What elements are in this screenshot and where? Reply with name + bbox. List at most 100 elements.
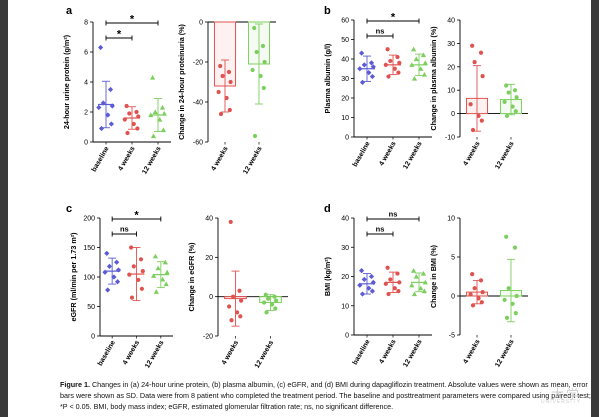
data-point bbox=[263, 292, 268, 297]
data-point bbox=[98, 125, 105, 132]
sig-label: * bbox=[391, 12, 396, 24]
data-point bbox=[161, 110, 167, 116]
x-tick-label: 12 weeks bbox=[402, 140, 423, 170]
x-tick-label: 4 weeks bbox=[378, 338, 398, 365]
data-point bbox=[395, 54, 400, 60]
data-point bbox=[369, 73, 375, 80]
data-point bbox=[100, 100, 106, 106]
data-point bbox=[386, 291, 391, 297]
data-point bbox=[514, 95, 519, 100]
data-point bbox=[502, 99, 507, 104]
y-tick-label: 0 bbox=[84, 140, 88, 147]
data-point bbox=[421, 72, 427, 77]
data-point bbox=[98, 44, 104, 51]
data-point bbox=[504, 315, 510, 320]
sig-label: * bbox=[134, 210, 139, 222]
data-point bbox=[514, 293, 519, 299]
y-tick-label: 20 bbox=[205, 255, 213, 262]
sig-label: ns bbox=[120, 225, 129, 234]
data-point bbox=[359, 291, 366, 297]
data-point bbox=[385, 47, 390, 52]
data-point bbox=[470, 303, 476, 308]
data-point bbox=[148, 112, 154, 118]
data-point bbox=[479, 300, 484, 305]
data-point bbox=[368, 273, 375, 280]
y-axis-label: 24-hour urine protein (g/m²) bbox=[62, 34, 71, 129]
y-tick-label: 10 bbox=[447, 216, 455, 223]
data-point bbox=[218, 111, 224, 117]
data-point bbox=[370, 64, 376, 70]
data-point bbox=[157, 116, 163, 122]
data-point bbox=[359, 79, 366, 85]
data-point bbox=[220, 73, 225, 79]
panel-label-b: b bbox=[324, 5, 331, 17]
data-point bbox=[413, 273, 419, 279]
y-tick-label: 60 bbox=[341, 18, 349, 25]
data-point bbox=[366, 70, 372, 76]
y-tick-label: 30 bbox=[341, 76, 349, 83]
data-point bbox=[160, 127, 166, 133]
x-tick-label: 12 weeks bbox=[494, 140, 515, 170]
data-point bbox=[115, 267, 122, 273]
y-tick-label: 40 bbox=[205, 216, 213, 223]
data-point bbox=[411, 291, 418, 297]
data-point bbox=[125, 130, 130, 136]
x-tick-label: 4 weeks bbox=[122, 339, 142, 366]
sig-label: ns bbox=[376, 225, 385, 234]
y-tick-label: 10 bbox=[341, 303, 349, 310]
y-tick-label: 10 bbox=[447, 88, 455, 95]
sig-label: * bbox=[117, 29, 122, 41]
data-point bbox=[468, 102, 473, 107]
y-axis-label: Change in 24-hour proteinuria (%) bbox=[177, 23, 186, 139]
y-tick-label: -20 bbox=[193, 60, 203, 67]
data-point bbox=[262, 300, 267, 305]
data-point bbox=[216, 89, 221, 95]
caption-text: Changes in (a) 24-hour urine protein, (b… bbox=[60, 380, 591, 411]
y-tick-label: 0 bbox=[345, 333, 349, 340]
data-point bbox=[369, 288, 375, 294]
data-point bbox=[422, 60, 428, 65]
panel-label-c: c bbox=[66, 203, 72, 215]
data-point bbox=[470, 272, 475, 277]
data-point bbox=[224, 95, 229, 101]
data-point bbox=[106, 263, 113, 269]
data-point bbox=[153, 289, 159, 294]
data-point bbox=[472, 60, 477, 65]
data-point bbox=[160, 276, 166, 282]
data-point bbox=[392, 286, 397, 291]
y-tick-label: -20 bbox=[203, 334, 213, 341]
chart-c-abs: 0 50 100 150 200 eGFR (ml/min per 1.73 m²) bas… bbox=[69, 210, 173, 370]
data-point bbox=[138, 257, 144, 262]
data-point bbox=[513, 311, 518, 316]
data-point bbox=[478, 50, 484, 55]
y-tick-label: 200 bbox=[83, 216, 95, 223]
data-point bbox=[228, 219, 233, 225]
data-point bbox=[104, 250, 110, 256]
data-point bbox=[131, 264, 136, 269]
x-tick-label: 12 weeks bbox=[254, 339, 275, 369]
y-tick-label: -60 bbox=[193, 140, 203, 147]
data-point bbox=[420, 270, 427, 276]
y-axis-label: Change in BMI (%) bbox=[429, 244, 438, 308]
data-point bbox=[274, 298, 279, 303]
x-tick-label: 12 weeks bbox=[494, 338, 515, 368]
data-point bbox=[420, 52, 427, 58]
data-point bbox=[357, 282, 363, 288]
y-axis-label: Change in plasma albumin (%) bbox=[429, 26, 438, 131]
y-tick-label: 40 bbox=[341, 57, 349, 64]
data-point bbox=[421, 288, 427, 294]
data-point bbox=[479, 118, 484, 123]
data-point bbox=[150, 74, 156, 80]
caption-label: Figure 1. bbox=[60, 380, 90, 389]
data-point bbox=[506, 286, 511, 291]
panel-label-a: a bbox=[66, 5, 73, 17]
data-point bbox=[397, 280, 402, 285]
data-point bbox=[152, 253, 159, 259]
data-point bbox=[250, 67, 255, 73]
chart-d-abs: 0 10 20 30 40 BMI (kg/m²) baseline 4 weeks 12 we… bbox=[323, 210, 432, 369]
data-point bbox=[357, 66, 363, 72]
data-point bbox=[480, 290, 485, 295]
data-point bbox=[359, 50, 365, 56]
data-point bbox=[366, 285, 372, 291]
data-point bbox=[163, 281, 169, 287]
